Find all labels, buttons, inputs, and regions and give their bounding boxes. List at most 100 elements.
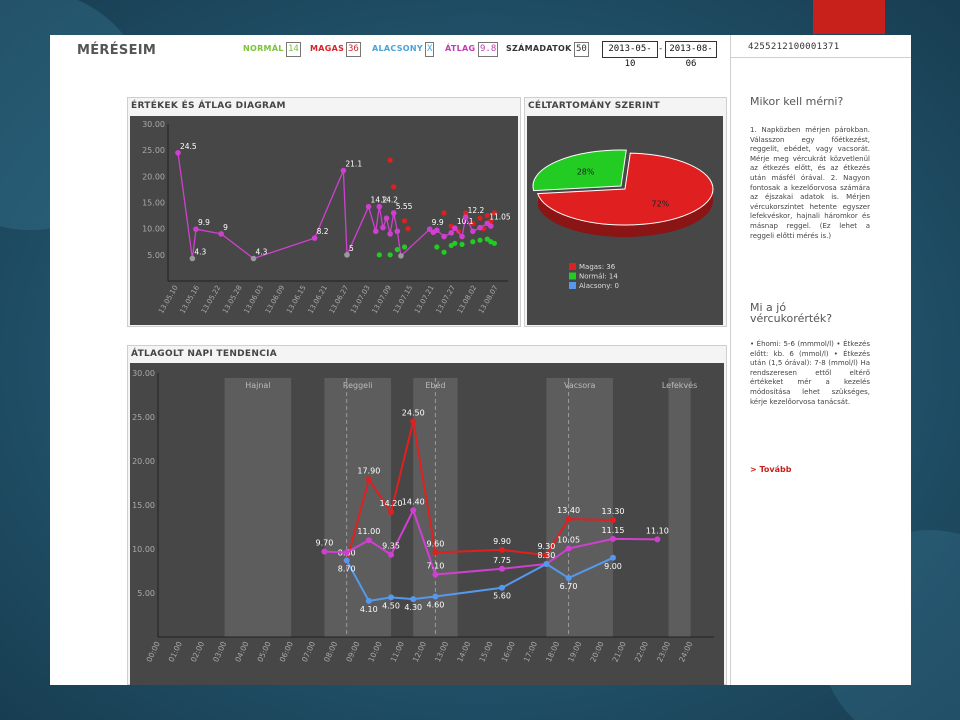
chart1-data-label: 9.9 [432, 218, 444, 227]
values-average-chart: 30.0025.0020.0015.0010.005.0013.05.1013.… [130, 116, 518, 325]
daily-trend-title: ÁTLAGOLT NAPI TENDENCIA [131, 349, 278, 359]
stat-label-1: NORMÁL [243, 44, 284, 53]
daily-trend-panel: ÁTLAGOLT NAPI TENDENCIA Hajnal Reggeli Ebé… [127, 345, 727, 685]
stat-label-2: MAGAS [310, 44, 345, 53]
chart1-high-point [484, 212, 490, 219]
sidebar-heading-when: Mikor kell mérni? [750, 95, 844, 108]
chart1-data-label: 8.2 [317, 227, 329, 236]
chart3-y-tick-label: 25.00 [132, 413, 155, 422]
chart3-y-tick-label: 5.00 [137, 589, 155, 598]
chart1-normal-point [394, 247, 400, 253]
chart3-data-label: 4.10 [360, 605, 378, 614]
chart1-series-point [390, 210, 397, 216]
chart1-normal-point [401, 244, 408, 250]
stat-label-5: SZÁMADATOK [506, 44, 572, 53]
chart1-series-point [459, 233, 465, 240]
chart1-normal-point [441, 249, 447, 255]
chart1-normal-point [459, 241, 465, 247]
chart3-data-label: 4.50 [382, 601, 400, 610]
chart3-series-point [565, 545, 572, 552]
chart1-high-point [463, 210, 469, 216]
chart3-series-point [343, 557, 350, 564]
chart3-series-point [410, 418, 417, 425]
chart3-data-label: 13.30 [602, 507, 625, 516]
chart1-series-point [365, 203, 372, 210]
chart1-high-point [391, 184, 397, 190]
chart1-normal-point [376, 252, 382, 258]
chart1-y-tick-label: 30.00 [142, 120, 165, 129]
target-range-panel: CÉLTARTOMÁNY SZERINT 72% 28% Magas: 36 Norm… [524, 97, 727, 327]
chart3-band-label: Reggeli [343, 381, 373, 390]
chart3-data-label: 10.05 [557, 536, 580, 545]
chart1-series-point [398, 253, 404, 259]
date-separator: - [659, 44, 663, 54]
chart3-data-label: 9.90 [493, 537, 511, 546]
chart2-slice-label: 28% [577, 167, 595, 176]
chart3-data-label: 11.15 [602, 526, 625, 535]
chart1-y-tick-label: 5.00 [147, 251, 165, 260]
chart1-y-tick-label: 20.00 [142, 172, 165, 181]
chart1-data-label: 4.3 [194, 247, 206, 256]
chart3-meal-band [224, 378, 292, 637]
sidebar-divider [730, 35, 731, 685]
chart3-data-label: 9.60 [427, 540, 445, 549]
chart3-series-point [410, 596, 417, 603]
chart3-series-point [410, 507, 417, 514]
chart3-series-point [499, 565, 506, 572]
chart1-data-label: 9.9 [198, 218, 210, 227]
chart3-data-label: 7.75 [493, 556, 511, 565]
chart1-series-point [470, 228, 476, 235]
device-serial: 4255212100001371 [748, 42, 840, 52]
chart3-data-label: 6.70 [560, 582, 578, 591]
chart1-data-label: 14.2 [371, 196, 388, 205]
chart2-legend-label: Alacsony: 0 [579, 282, 619, 290]
chart2-legend-label: Normál: 14 [579, 273, 618, 281]
chart3-meal-band [546, 378, 613, 637]
chart3-series-point [543, 552, 550, 559]
chart3-data-label: 13.40 [557, 506, 580, 515]
chart3-data-label: 24.50 [402, 408, 425, 417]
stat-value-3: X [425, 42, 435, 57]
chart3-y-tick-label: 20.00 [132, 457, 155, 466]
chart1-series-point [189, 255, 196, 262]
chart3-series-point [609, 535, 616, 542]
chart1-series-point [250, 255, 257, 262]
values-diagram-title: ÉRTÉKEK ÉS ÁTLAG DIAGRAM [131, 101, 286, 111]
chart2-legend-swatch [569, 263, 576, 270]
chart2-slice [532, 149, 627, 192]
chart1-data-label: 9 [223, 223, 228, 232]
chart1-series-point [452, 225, 458, 231]
chart1-y-tick-label: 25.00 [142, 146, 165, 155]
chart1-normal-point [477, 237, 483, 243]
chart3-y-tick-label: 30.00 [132, 369, 155, 378]
date-from-input[interactable]: 2013-05-10 [602, 41, 658, 69]
chart3-series-point [565, 516, 572, 523]
chart3-series-point [432, 549, 439, 556]
chart1-data-label: 12.2 [468, 206, 485, 215]
chart3-data-label: 8.70 [338, 564, 356, 573]
chart1-series-point [434, 227, 440, 234]
chart1-series-point [387, 231, 393, 237]
stat-value-2: 36 [346, 42, 361, 57]
chart1-data-label: 14.2 [381, 196, 398, 205]
chart1-series-point [394, 228, 401, 235]
chart3-series-point [543, 560, 550, 567]
date-to-input[interactable]: 2013-08-06 [665, 41, 717, 69]
chart1-series-point [488, 223, 494, 229]
chart3-series-point [365, 597, 372, 604]
stat-value-1: 14 [286, 42, 301, 57]
chart3-data-label: 7.10 [427, 562, 445, 571]
chart2-legend-swatch [569, 282, 576, 289]
chart1-high-point [405, 226, 411, 232]
chart1-data-label: 4.3 [256, 247, 268, 256]
more-link[interactable]: > Tovább [750, 465, 792, 474]
chart1-high-point [387, 157, 393, 163]
chart1-normal-point [434, 244, 440, 250]
chart1-y-tick-label: 15.00 [142, 199, 165, 208]
chart1-series-point [311, 235, 318, 241]
chart3-data-label: 9.35 [382, 542, 400, 551]
chart3-data-label: 17.90 [357, 466, 380, 475]
chart3-series-point [365, 537, 372, 544]
chart1-plot-bg [130, 116, 518, 325]
corner-accent [813, 0, 885, 34]
